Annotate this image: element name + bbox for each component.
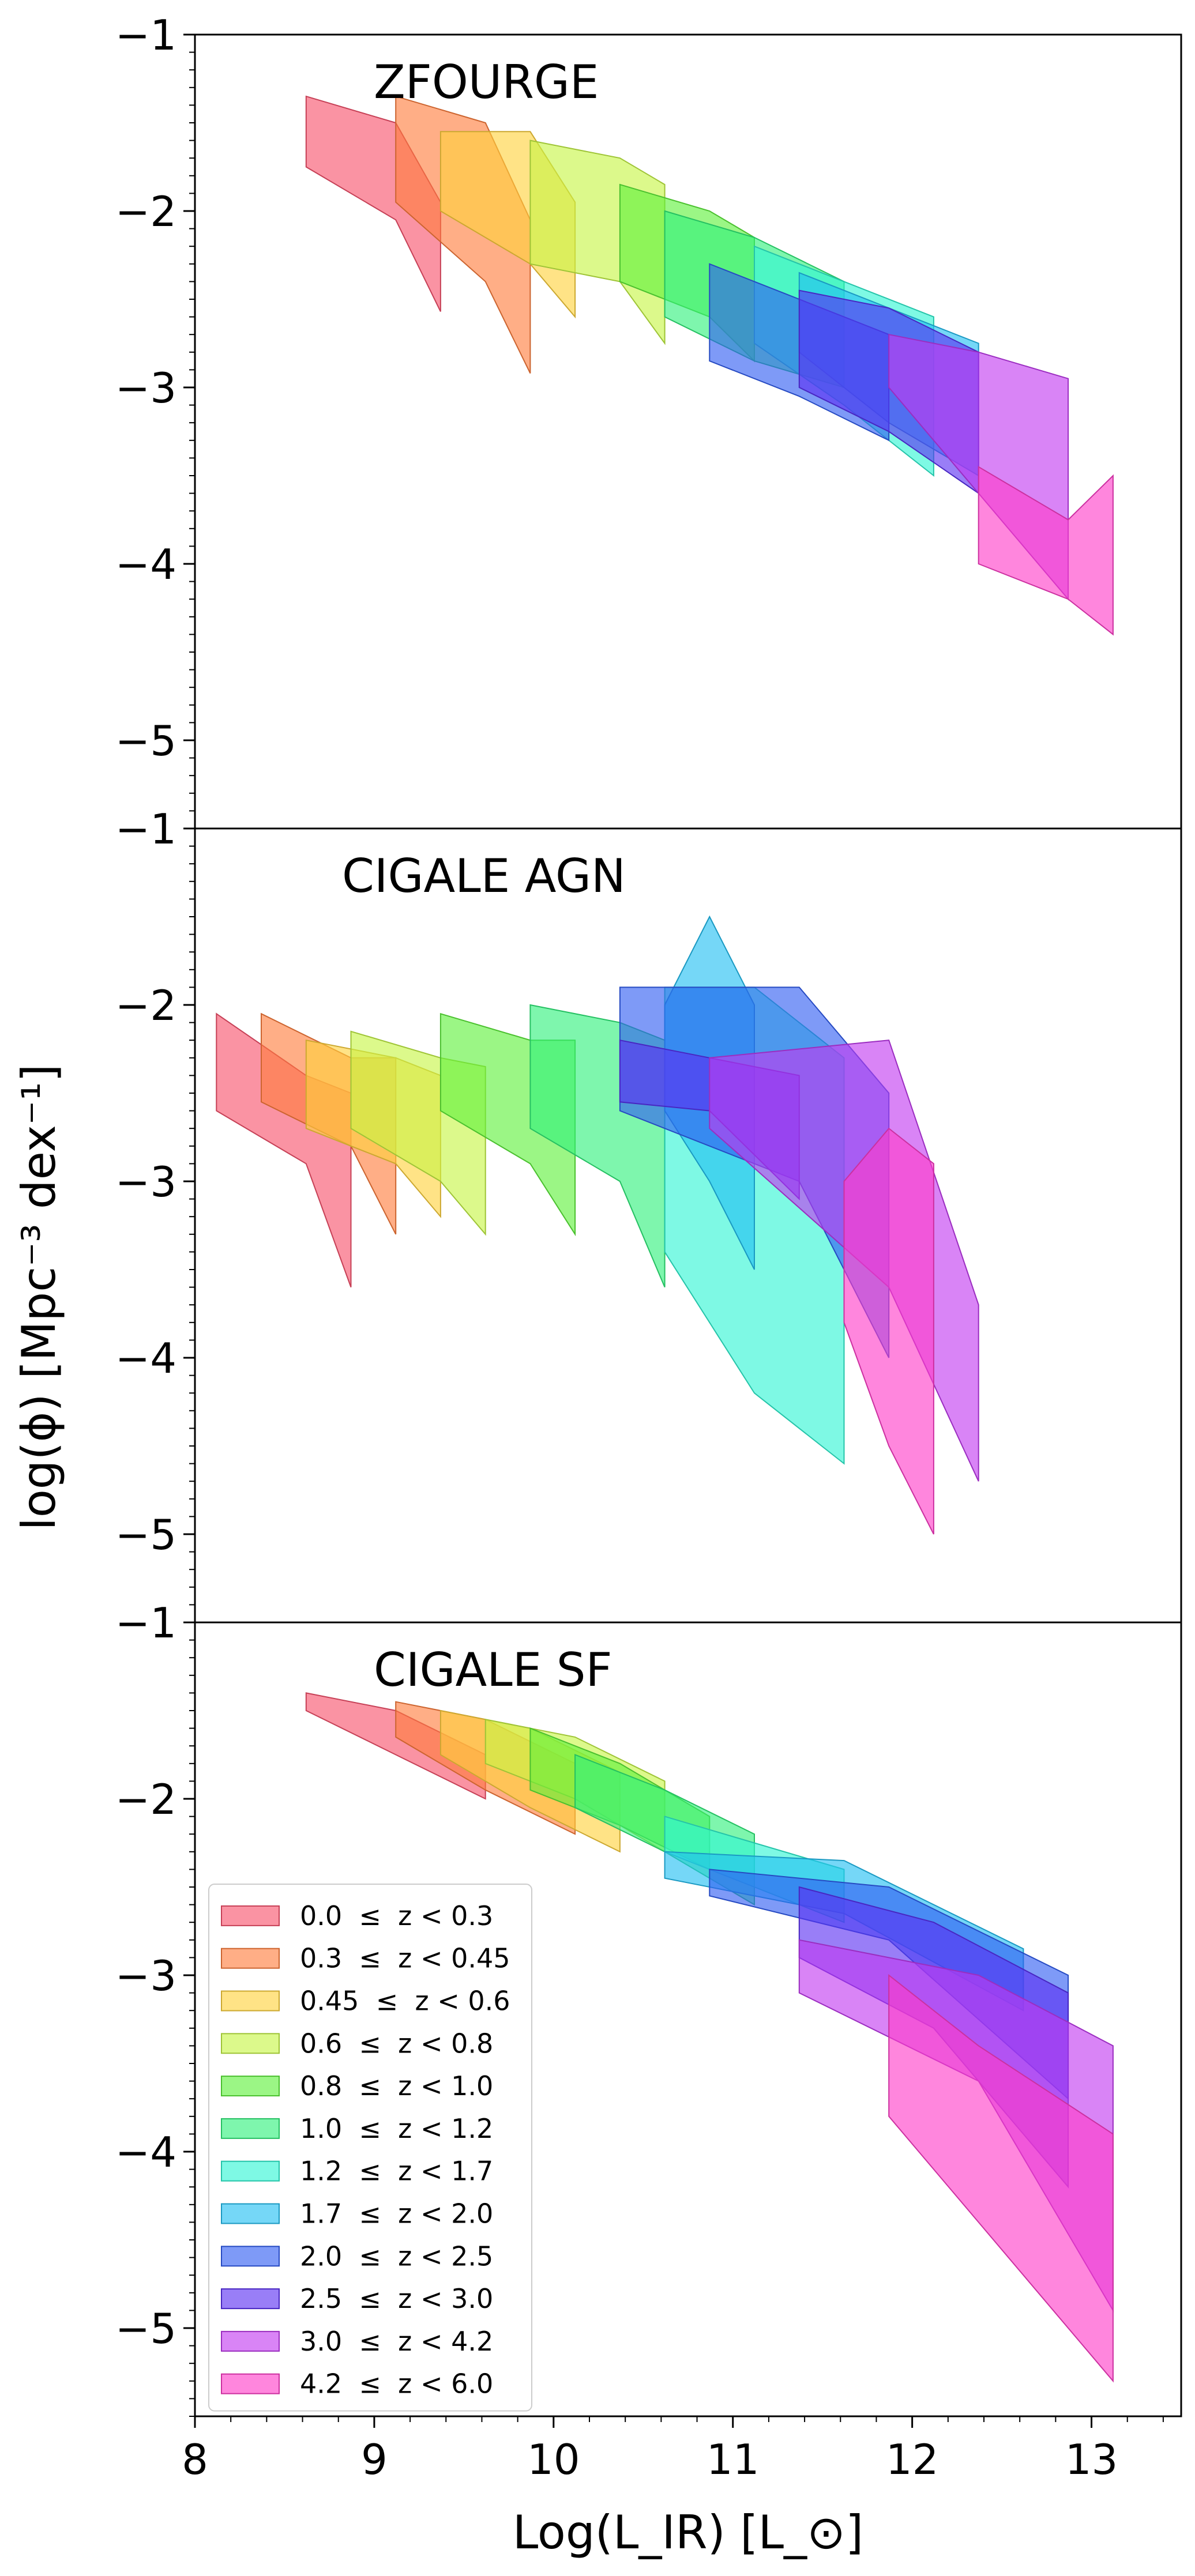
panel-cigale-sf: CIGALE SF −1 −2 −3 −4 −5 8 9 10 11 12 13 0.0 ≤ z … xyxy=(115,1599,1182,2484)
y-tick-label: −2 xyxy=(115,187,176,236)
legend-label: 2.0 ≤ z < 2.5 xyxy=(300,2240,493,2272)
legend-swatch xyxy=(221,2246,280,2267)
x-tick-label: 9 xyxy=(361,2435,388,2484)
legend-label: 0.6 ≤ z < 0.8 xyxy=(300,2028,493,2059)
legend-swatch xyxy=(221,2330,280,2352)
y-tick-label: −4 xyxy=(115,1334,176,1383)
legend-label: 2.5 ≤ z < 3.0 xyxy=(300,2283,493,2314)
panel-title: ZFOURGE xyxy=(374,55,599,109)
y-tick-label: −3 xyxy=(115,1158,176,1206)
legend-swatch xyxy=(221,1990,280,2012)
y-tick-label: −4 xyxy=(115,540,176,589)
legend-label: 1.7 ≤ z < 2.0 xyxy=(300,2198,493,2229)
legend-label: 0.3 ≤ z < 0.45 xyxy=(300,1943,510,1974)
y-tick-label: −5 xyxy=(115,2304,176,2353)
series-layer xyxy=(216,915,979,1535)
y-tick-label: −3 xyxy=(115,1952,176,2000)
legend-label: 4.2 ≤ z < 6.0 xyxy=(300,2368,493,2400)
axes-frame xyxy=(194,1621,1182,2417)
panel-title: CIGALE SF xyxy=(374,1643,612,1697)
y-ticks: −1 −2 −3 −4 −5 xyxy=(115,11,195,829)
legend: 0.0 ≤ z < 0.3 0.3 ≤ z < 0.45 0.45 ≤ z < 0.… xyxy=(208,1884,532,2412)
legend-label: 3.0 ≤ z < 4.2 xyxy=(300,2326,493,2357)
x-axis-label: Log(L_IR) [L_⊙] xyxy=(513,2506,864,2559)
x-tick-label: 11 xyxy=(707,2435,760,2484)
series-band-12 xyxy=(888,1974,1114,2383)
legend-label: 1.0 ≤ z < 1.2 xyxy=(300,2113,493,2144)
legend-label: 0.45 ≤ z < 0.6 xyxy=(300,1986,510,2017)
series-band-12 xyxy=(843,1127,934,1535)
x-tick-label: 13 xyxy=(1065,2435,1118,2484)
legend-swatch xyxy=(221,2033,280,2054)
y-tick-label: −1 xyxy=(115,805,176,853)
y-tick-label: −3 xyxy=(115,364,176,412)
series-layer xyxy=(305,1692,1114,2383)
x-ticks: 8 9 10 11 12 13 xyxy=(182,2416,1164,2484)
y-tick-label: −5 xyxy=(115,717,176,765)
legend-swatch xyxy=(221,2373,280,2394)
y-axis-label: log(ϕ) [Mpc⁻³ dex⁻¹] xyxy=(12,1064,66,1531)
legend-swatch xyxy=(221,2160,280,2182)
series-band-12 xyxy=(978,465,1114,636)
legend-box xyxy=(208,1884,532,2412)
legend-swatch xyxy=(221,2203,280,2224)
legend-label: 0.8 ≤ z < 1.0 xyxy=(300,2070,493,2102)
x-tick-label: 12 xyxy=(886,2435,939,2484)
x-tick-label: 8 xyxy=(182,2435,208,2484)
y-tick-label: −4 xyxy=(115,2128,176,2176)
legend-swatch xyxy=(221,1948,280,1969)
legend-swatch xyxy=(221,1905,280,1926)
y-ticks: −1 −2 −3 −4 −5 xyxy=(115,1599,195,2417)
panel-cigale-agn: CIGALE AGN −1 −2 −3 −4 −5 xyxy=(115,805,1182,1624)
legend-swatch xyxy=(221,2076,280,2097)
y-ticks: −1 −2 −3 −4 −5 xyxy=(115,805,195,1623)
series-layer xyxy=(305,95,1114,636)
legend-label: 0.0 ≤ z < 0.3 xyxy=(300,1900,493,1931)
legend-swatch xyxy=(221,2288,280,2310)
x-tick-label: 10 xyxy=(527,2435,580,2484)
y-tick-label: −2 xyxy=(115,1775,176,1824)
legend-swatch xyxy=(221,2118,280,2139)
y-tick-label: −1 xyxy=(115,11,176,59)
y-tick-label: −1 xyxy=(115,1599,176,1647)
y-tick-label: −2 xyxy=(115,981,176,1030)
y-tick-label: −5 xyxy=(115,1511,176,1559)
legend-label: 1.2 ≤ z < 1.7 xyxy=(300,2156,493,2187)
panel-title: CIGALE AGN xyxy=(342,849,626,903)
